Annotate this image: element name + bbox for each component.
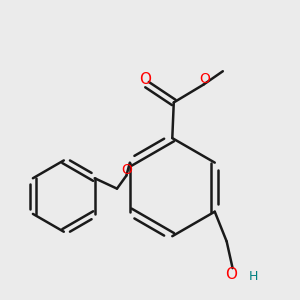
Text: O: O — [140, 72, 152, 87]
Text: O: O — [200, 72, 210, 86]
Text: O: O — [121, 163, 132, 177]
Text: O: O — [225, 267, 237, 282]
Text: H: H — [249, 270, 258, 283]
